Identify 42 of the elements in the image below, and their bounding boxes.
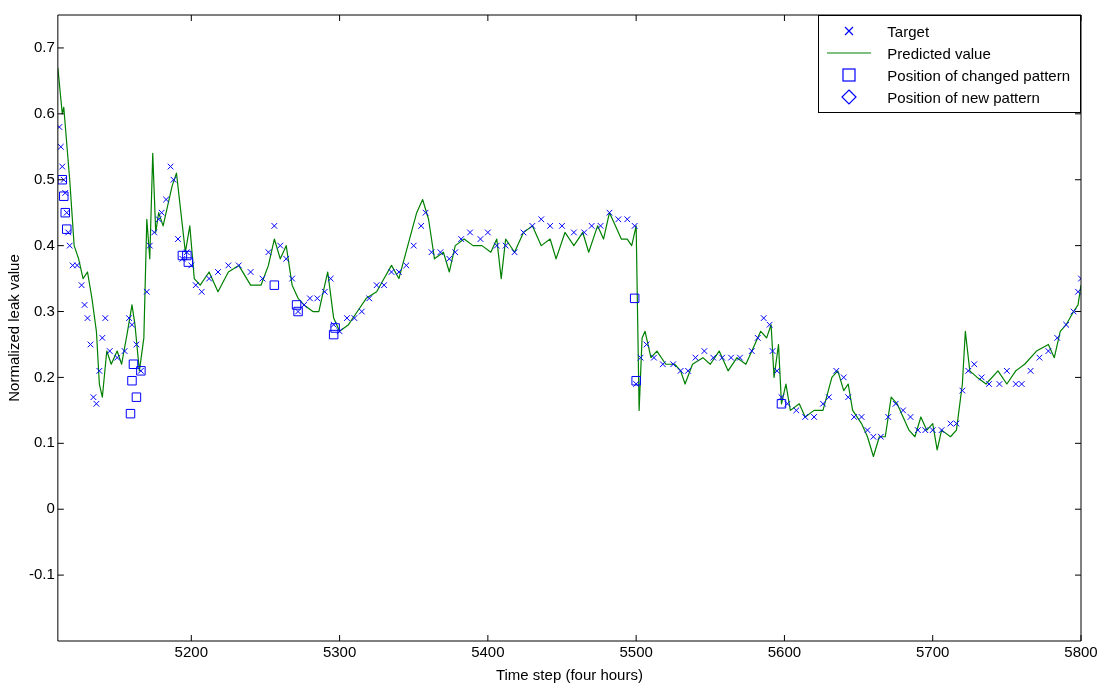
point bbox=[269, 280, 280, 290]
y-tick-label: -0.1 bbox=[28, 565, 55, 583]
y-tick-label: 0.4 bbox=[33, 235, 55, 253]
point bbox=[177, 250, 188, 261]
point bbox=[59, 191, 69, 201]
legend-label: Predicted value bbox=[887, 44, 991, 62]
x-tick-label: 5400 bbox=[471, 643, 505, 661]
point bbox=[631, 375, 641, 386]
y-tick-label: 0.2 bbox=[33, 367, 55, 385]
x-tick-label: 5500 bbox=[619, 643, 653, 661]
point bbox=[182, 250, 192, 261]
point bbox=[328, 329, 339, 340]
point bbox=[183, 257, 194, 267]
y-tick-label: 0.1 bbox=[33, 433, 55, 451]
point bbox=[62, 224, 72, 234]
x-axis-title: Time step (four hours) bbox=[495, 666, 643, 684]
y-tick-label: 0 bbox=[46, 499, 55, 517]
legend-label: Target bbox=[887, 22, 930, 40]
point bbox=[293, 306, 303, 317]
x-tick-label: 5700 bbox=[916, 643, 950, 661]
point bbox=[131, 392, 142, 402]
point bbox=[291, 300, 302, 310]
y-tick-label: 0.7 bbox=[33, 38, 55, 56]
point bbox=[125, 408, 136, 419]
point bbox=[330, 323, 340, 333]
legend-label: Position of new pattern bbox=[887, 88, 1040, 106]
point bbox=[776, 399, 787, 409]
x-tick-label: 5600 bbox=[767, 643, 802, 661]
y-tick-label: 0.6 bbox=[33, 103, 55, 121]
x-tick-label: 5800 bbox=[1064, 643, 1098, 661]
legend-label: Position of changed pattern bbox=[887, 66, 1070, 84]
y-tick-label: 0.3 bbox=[33, 301, 55, 319]
point bbox=[629, 293, 640, 304]
y-tick-label: 0.5 bbox=[33, 169, 55, 187]
point bbox=[127, 375, 137, 386]
point bbox=[60, 207, 70, 218]
y-axis-title: Normalized leak value bbox=[5, 254, 23, 402]
point bbox=[57, 174, 68, 185]
point bbox=[128, 359, 139, 369]
point bbox=[136, 366, 146, 376]
x-tick-label: 5200 bbox=[174, 643, 208, 661]
x-tick-label: 5300 bbox=[322, 643, 357, 661]
